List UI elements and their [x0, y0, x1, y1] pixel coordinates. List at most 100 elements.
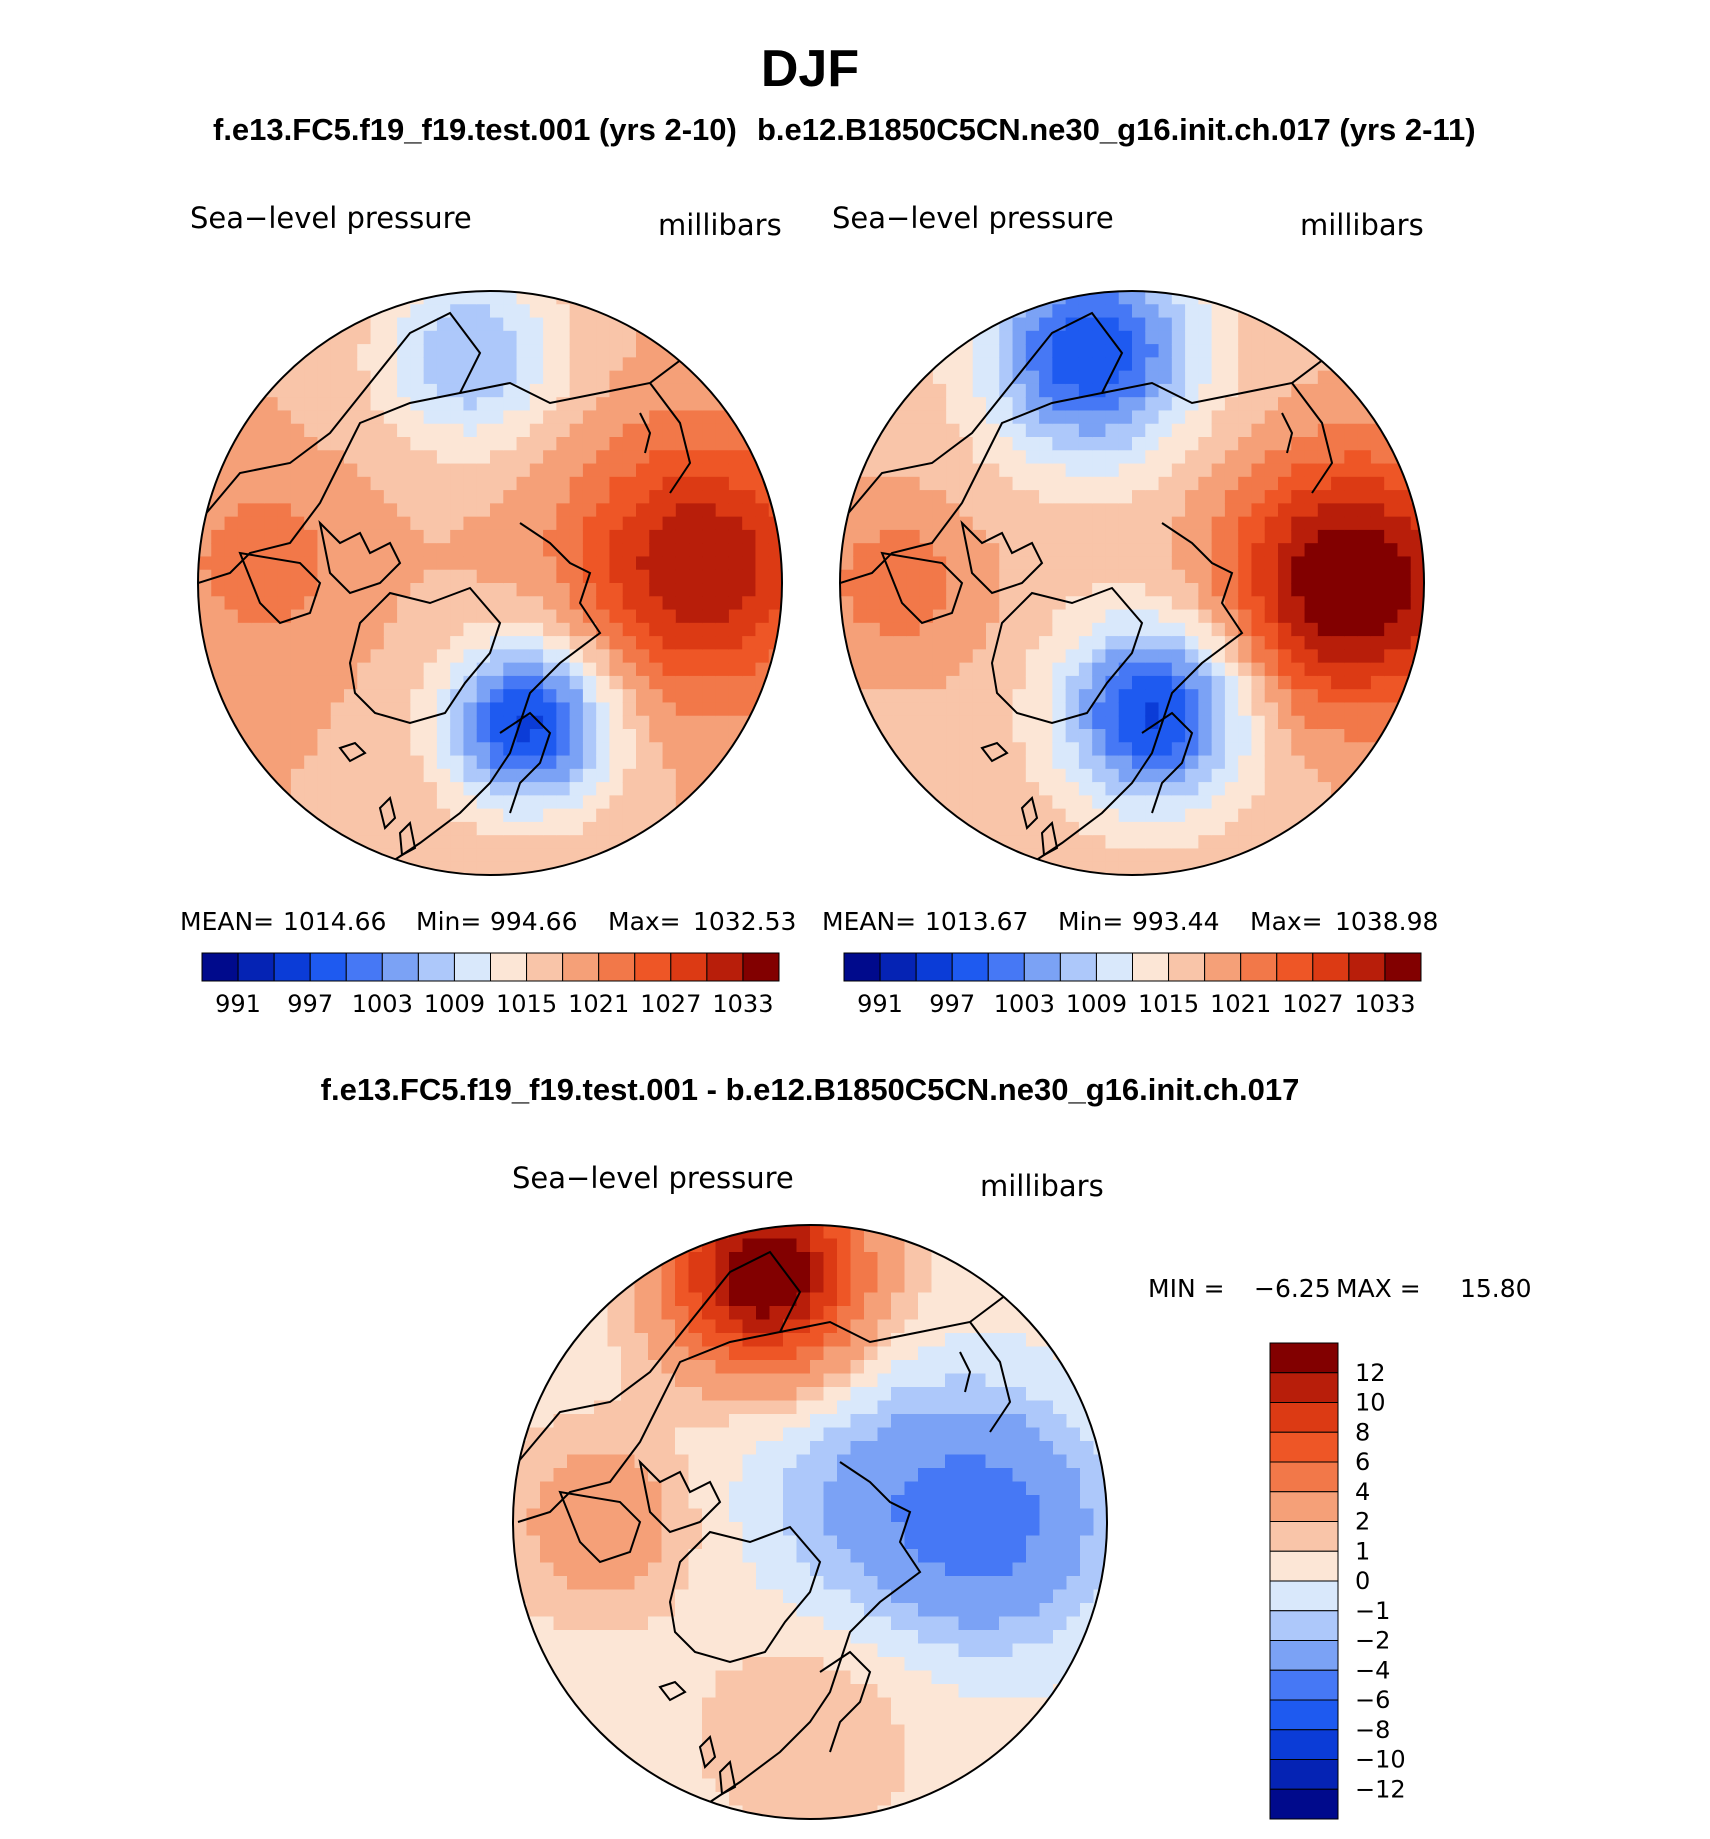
field-cell [317, 383, 332, 398]
field-cell [622, 808, 637, 823]
field-cell [702, 729, 717, 743]
field-cell [879, 689, 894, 704]
field-cell [370, 383, 385, 398]
field-cell [999, 1684, 1014, 1699]
field-cell [1066, 1427, 1081, 1442]
field-cell [877, 1306, 892, 1321]
field-cell [1066, 1589, 1081, 1604]
field-cell [1132, 529, 1146, 544]
field-cell [1278, 755, 1292, 770]
field-cell [436, 344, 451, 358]
field-cell [999, 1279, 1014, 1294]
field-cell [715, 503, 730, 518]
field-cell [1158, 808, 1173, 823]
field-cell [516, 768, 531, 783]
field-cell [516, 410, 531, 425]
field-cell [769, 1549, 784, 1564]
field-cell [796, 1630, 811, 1645]
colorbar-box [562, 952, 600, 982]
field-cell [251, 768, 265, 783]
field-cell [503, 330, 518, 345]
field-cell [344, 410, 358, 425]
field-cell [972, 569, 987, 584]
field-cell [959, 344, 974, 358]
field-cell [636, 795, 650, 810]
field-cell [556, 689, 571, 704]
field-cell [715, 423, 730, 438]
field-cell [1053, 1441, 1068, 1456]
field-cell [1370, 437, 1385, 451]
field-cell [877, 1279, 892, 1294]
field-cell [436, 529, 451, 544]
field-cell [304, 583, 319, 597]
field-cell [1132, 476, 1146, 491]
field-cell [237, 476, 252, 491]
colorbar-tick-label: 10 [1355, 1389, 1386, 1417]
field-cell [837, 1495, 852, 1510]
field-cell [810, 1441, 825, 1456]
field-cell [675, 609, 690, 624]
field-cell [556, 569, 571, 584]
field-cell [450, 357, 465, 372]
field-cell [596, 529, 611, 544]
field-cell [648, 1306, 663, 1321]
field-cell [1397, 490, 1412, 504]
field-cell [1211, 662, 1226, 677]
panel-a-variable-label: Sea−level pressure [190, 201, 472, 235]
field-cell [503, 503, 518, 518]
field-cell [688, 1576, 703, 1591]
field-cell [556, 410, 571, 425]
field-cell [756, 1360, 771, 1375]
field-cell [567, 1387, 582, 1402]
field-cell [463, 622, 478, 637]
field-cell [662, 729, 677, 743]
field-cell [729, 1508, 744, 1523]
field-cell [1291, 742, 1306, 757]
field-cell [689, 569, 703, 584]
field-cell [837, 1252, 852, 1267]
field-cell [1078, 516, 1093, 531]
field-cell [463, 317, 478, 332]
field-cell [529, 344, 544, 358]
field-cell [580, 1414, 595, 1429]
panel-diff-coast-sakhalin [959, 1351, 972, 1393]
field-cell [317, 357, 332, 372]
field-cell [1158, 450, 1173, 465]
field-cell [946, 729, 961, 743]
field-cell [864, 1319, 879, 1334]
field-cell [490, 304, 504, 319]
field-cell [796, 1711, 811, 1726]
field-cell [1065, 755, 1080, 770]
field-cell [540, 1630, 555, 1645]
field-cell [661, 1265, 676, 1280]
field-cell [1026, 1697, 1041, 1712]
field-cell [621, 1292, 636, 1307]
field-cell [1331, 768, 1345, 783]
field-cell [702, 1751, 717, 1766]
field-cell [972, 1697, 987, 1712]
field-cell [264, 755, 279, 770]
field-cell [410, 702, 425, 717]
field-cell [582, 410, 597, 425]
field-cell [837, 1333, 852, 1348]
field-cell [689, 503, 703, 518]
field-cell [702, 516, 717, 531]
field-cell [622, 609, 637, 624]
field-cell [1198, 622, 1213, 637]
field-cell [675, 1427, 690, 1442]
field-cell [715, 1549, 730, 1564]
field-cell [946, 370, 961, 385]
field-cell [1384, 689, 1399, 704]
field-cell [959, 463, 974, 478]
field-cell [959, 649, 974, 664]
field-cell [543, 423, 557, 438]
field-cell [463, 702, 478, 717]
field-cell [675, 808, 690, 823]
field-cell [344, 675, 358, 690]
field-cell [1158, 675, 1173, 690]
field-cell [1198, 304, 1213, 319]
field-cell [648, 1427, 663, 1442]
field-cell [503, 622, 518, 637]
field-cell [1012, 476, 1027, 491]
field-cell [1158, 795, 1173, 810]
